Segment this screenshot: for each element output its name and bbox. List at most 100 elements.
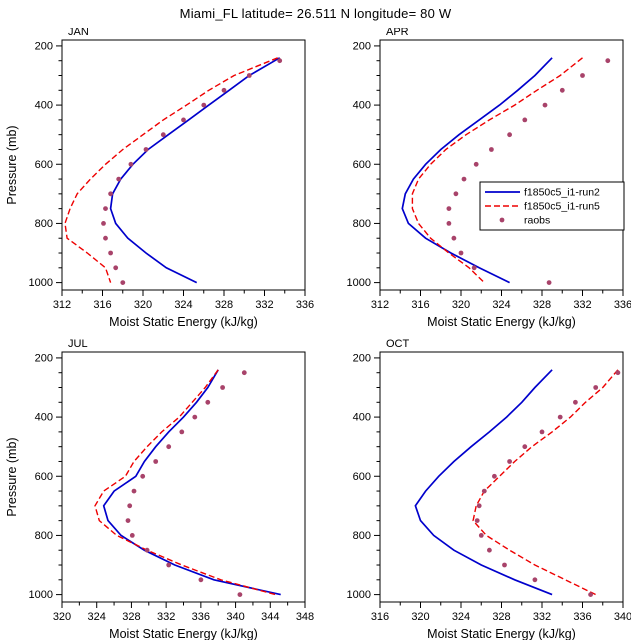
- y-tick-label: 200: [35, 352, 53, 364]
- x-tick-label: 328: [215, 299, 233, 311]
- x-axis-label: Moist Static Energy (kJ/kg): [427, 627, 576, 640]
- x-axis-label: Moist Static Energy (kJ/kg): [109, 627, 258, 640]
- raobs-dot: [108, 191, 113, 197]
- raobs-dot: [453, 191, 459, 197]
- series-raobs-dots: [101, 58, 283, 285]
- series-raobs-dots: [446, 58, 611, 285]
- x-tick-label: 328: [492, 611, 510, 623]
- raobs-dot: [446, 221, 452, 226]
- x-tick-label: 316: [411, 299, 429, 311]
- x-tick-label: 320: [411, 611, 429, 623]
- raobs-dot: [539, 429, 545, 435]
- raobs-dot: [144, 547, 150, 553]
- x-tick-label: 316: [93, 299, 111, 311]
- x-axis-label: Moist Static Energy (kJ/kg): [109, 315, 258, 329]
- panel-label: OCT: [386, 338, 410, 350]
- y-tick-label: 1000: [347, 589, 371, 601]
- raobs-dot: [473, 161, 479, 167]
- raobs-dot: [451, 235, 457, 241]
- legend-label: raobs: [524, 215, 550, 227]
- x-tick-label: 324: [174, 299, 192, 311]
- series-run2-line: [102, 369, 281, 596]
- y-tick-label: 600: [35, 471, 53, 483]
- raobs-dot: [502, 562, 507, 568]
- raobs-dot: [522, 444, 528, 450]
- y-tick-label: 800: [35, 218, 53, 230]
- panel-label: APR: [386, 28, 409, 38]
- raobs-dot: [128, 161, 134, 167]
- raobs-dot: [461, 176, 467, 182]
- x-axis-label: Moist Static Energy (kJ/kg): [427, 315, 576, 329]
- raobs-dot: [573, 399, 578, 405]
- raobs-dot: [492, 473, 497, 479]
- raobs-dot: [108, 250, 113, 256]
- series-raobs-dots: [125, 370, 247, 597]
- plot-title: Miami_FL latitude= 26.511 N longitude= 8…: [179, 6, 452, 21]
- raobs-dot: [476, 503, 482, 509]
- series-run2-line: [401, 57, 553, 284]
- series-run2-line: [414, 369, 553, 596]
- raobs-dot: [580, 73, 585, 78]
- x-tick-label: 340: [226, 611, 244, 623]
- raobs-dot: [140, 473, 146, 479]
- x-tick-label: 312: [371, 299, 389, 311]
- raobs-dot: [246, 73, 252, 78]
- x-tick-label: 332: [255, 299, 273, 311]
- raobs-dot: [593, 385, 599, 390]
- raobs-dot: [588, 592, 593, 597]
- x-tick-label: 332: [157, 611, 175, 623]
- x-tick-label: 336: [573, 611, 591, 623]
- raobs-dot: [131, 488, 137, 494]
- raobs-dot: [153, 459, 159, 464]
- y-tick-label: 1000: [29, 589, 53, 601]
- y-tick-label: 600: [353, 159, 371, 171]
- raobs-dot: [522, 117, 528, 123]
- x-tick-label: 328: [533, 299, 551, 311]
- y-tick-label: 800: [353, 530, 371, 542]
- raobs-dot: [127, 503, 133, 509]
- raobs-dot: [605, 58, 611, 64]
- x-tick-label: 332: [533, 611, 551, 623]
- raobs-dot: [166, 444, 172, 450]
- raobs-dot: [220, 385, 226, 390]
- raobs-dot: [615, 370, 621, 376]
- raobs-dot: [113, 265, 119, 271]
- raobs-dot: [532, 577, 538, 583]
- raobs-dot: [481, 488, 487, 494]
- plot-frame: [61, 39, 306, 291]
- raobs-dot: [192, 414, 198, 420]
- x-tick-label: 344: [261, 611, 279, 623]
- raobs-dot: [557, 414, 563, 420]
- raobs-dot: [474, 518, 480, 523]
- raobs-dot: [160, 132, 166, 138]
- y-tick-label: 200: [35, 40, 53, 52]
- y-tick-label: 600: [353, 471, 371, 483]
- x-tick-label: 328: [122, 611, 140, 623]
- y-tick-label: 400: [35, 100, 53, 112]
- raobs-dot: [471, 265, 477, 271]
- x-tick-label: 320: [134, 299, 152, 311]
- raobs-dot: [179, 429, 185, 435]
- raobs-dot: [125, 518, 131, 523]
- raobs-dot: [237, 592, 243, 597]
- y-tick-label: 400: [35, 412, 53, 424]
- series-raobs-dots: [474, 370, 621, 597]
- raobs-dot: [546, 280, 552, 285]
- y-axis-label: Pressure (mb): [5, 437, 19, 516]
- plot-frame: [61, 351, 306, 603]
- x-tick-label: 340: [614, 611, 631, 623]
- y-tick-label: 600: [35, 159, 53, 171]
- raobs-dot: [181, 117, 186, 123]
- y-tick-label: 1000: [29, 277, 53, 289]
- x-tick-label: 320: [452, 299, 470, 311]
- raobs-dot: [277, 58, 283, 64]
- series-run5-line: [64, 57, 278, 283]
- series-run5-line: [472, 369, 619, 596]
- raobs-dot: [101, 221, 106, 226]
- raobs-dot: [559, 87, 565, 93]
- y-tick-label: 800: [353, 218, 371, 230]
- x-tick-label: 336: [296, 299, 314, 311]
